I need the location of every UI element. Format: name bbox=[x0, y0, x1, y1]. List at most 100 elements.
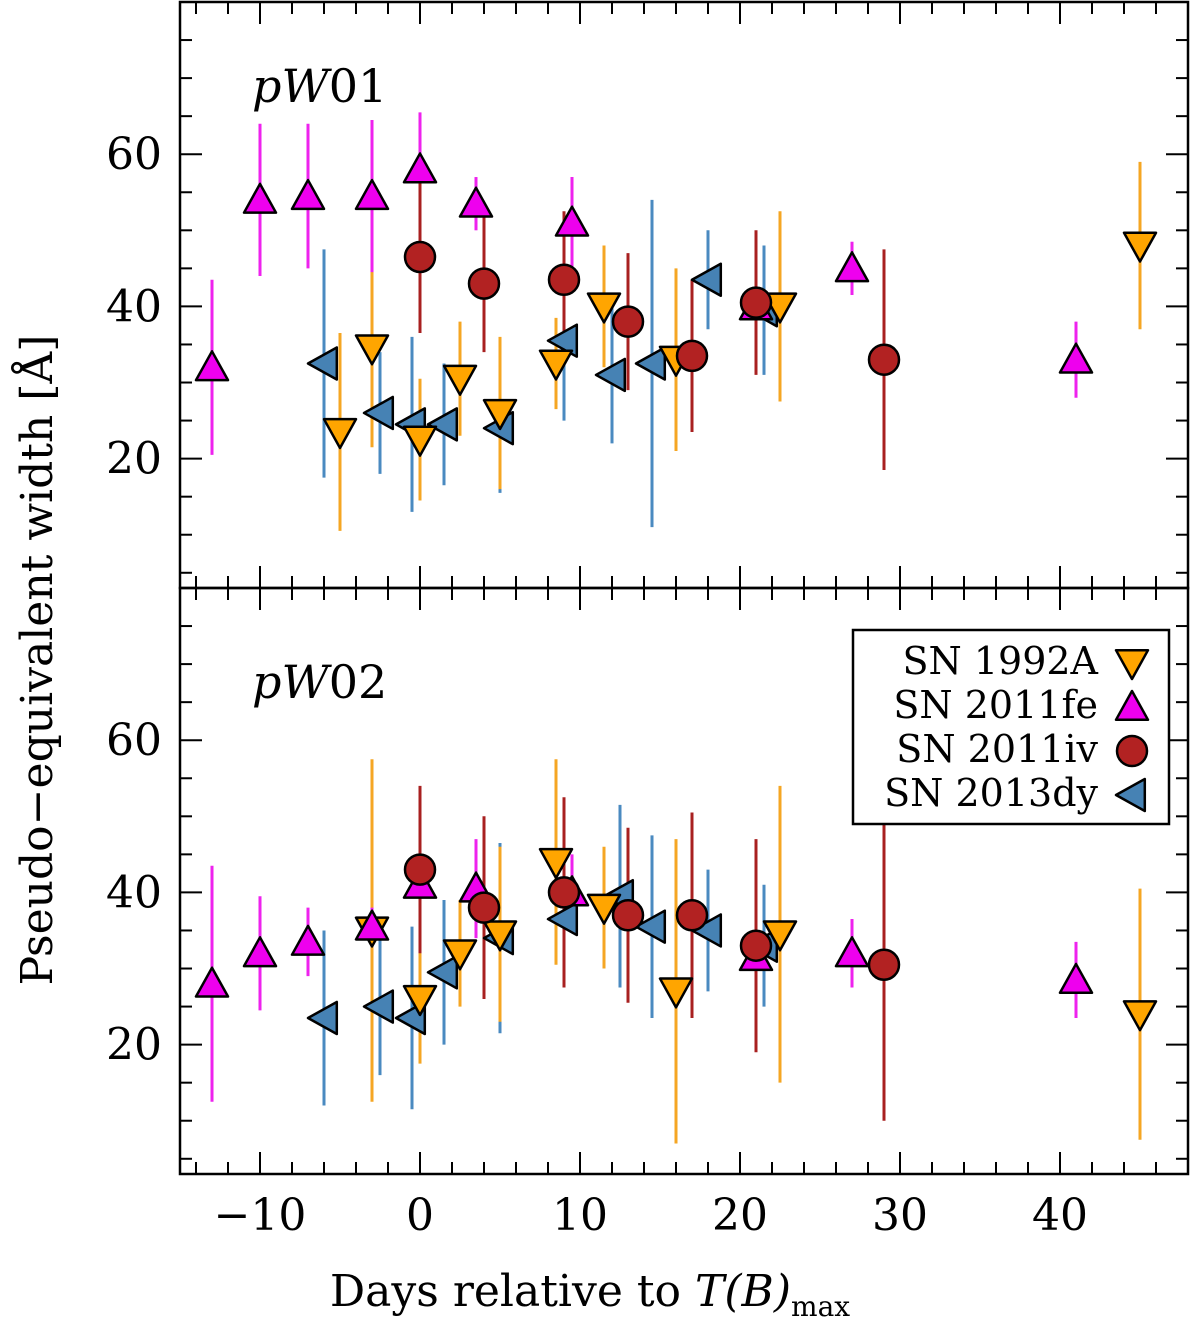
y-tick-label: 20 bbox=[106, 1020, 162, 1071]
point-sn2011iv bbox=[467, 267, 501, 300]
x-axis-label-sub: max bbox=[791, 1290, 850, 1322]
point-sn1992a bbox=[402, 425, 438, 457]
y-tick-label: 40 bbox=[106, 281, 162, 332]
legend-label-sn2011fe: SN 2011fe bbox=[893, 683, 1098, 727]
markers bbox=[194, 847, 1158, 1036]
point-sn2011fe bbox=[834, 251, 870, 283]
panel-pw02: 20 40 60 pW02 bbox=[106, 586, 1190, 1176]
point-sn1992a bbox=[442, 939, 478, 971]
x-tick-label: 10 bbox=[552, 1190, 608, 1241]
point-sn2011fe bbox=[458, 186, 494, 218]
x-tick-label: 30 bbox=[872, 1190, 928, 1241]
markers bbox=[194, 152, 1158, 457]
point-sn2013dy bbox=[426, 407, 459, 442]
point-sn1992a bbox=[538, 847, 574, 880]
point-sn2013dy bbox=[306, 346, 339, 381]
point-sn1992a bbox=[658, 977, 694, 1009]
x-tick-labels: −10 0 10 20 30 40 bbox=[214, 1190, 1088, 1241]
x-axis-label: Days relative to T(B)max bbox=[330, 1266, 850, 1322]
x-tick-label: 0 bbox=[406, 1190, 434, 1241]
y-tick-label: 20 bbox=[106, 434, 162, 485]
point-sn2011iv bbox=[739, 286, 773, 319]
point-sn1992a bbox=[402, 984, 438, 1017]
panel-label-italic: pW bbox=[252, 655, 332, 709]
point-sn1992a bbox=[322, 417, 358, 450]
x-axis-label-prefix: Days relative to bbox=[330, 1266, 695, 1317]
panel-label-number: 02 bbox=[329, 655, 388, 709]
point-sn1992a bbox=[482, 398, 518, 431]
point-sn2013dy bbox=[362, 395, 395, 431]
point-sn2011fe bbox=[242, 936, 278, 968]
point-sn2011iv bbox=[467, 891, 501, 924]
point-sn2011iv bbox=[547, 876, 581, 909]
point-sn2011fe bbox=[1058, 962, 1094, 994]
point-sn2011iv bbox=[547, 263, 581, 297]
panel-label-number: 01 bbox=[329, 59, 388, 113]
point-sn2013dy bbox=[546, 323, 579, 358]
legend-markers bbox=[1114, 648, 1150, 813]
point-sn2011iv bbox=[675, 898, 709, 932]
point-sn2011fe bbox=[1058, 342, 1094, 374]
point-sn2011fe bbox=[554, 205, 590, 237]
point-sn1992a bbox=[354, 334, 390, 366]
y-tick-label: 60 bbox=[106, 715, 162, 766]
point-sn2011iv bbox=[867, 343, 901, 376]
legend-marker-sn1992a bbox=[1114, 648, 1150, 681]
point-sn2011iv bbox=[867, 948, 901, 981]
point-sn2013dy bbox=[426, 955, 459, 990]
point-sn2013dy bbox=[634, 346, 667, 381]
legend-label-sn2013dy: SN 2013dy bbox=[884, 771, 1098, 815]
point-sn2011fe bbox=[402, 152, 438, 184]
point-sn2013dy bbox=[690, 262, 723, 298]
point-sn2011fe bbox=[290, 924, 326, 956]
point-sn1992a bbox=[762, 920, 798, 952]
x-tick-label: 40 bbox=[1032, 1190, 1088, 1241]
point-sn2013dy bbox=[634, 909, 667, 944]
legend: SN 1992A SN 2011fe SN 2011iv SN 2013dy bbox=[851, 628, 1171, 826]
point-sn2011fe bbox=[194, 966, 230, 998]
point-sn2013dy bbox=[546, 901, 579, 937]
legend-label-sn1992a: SN 1992A bbox=[902, 639, 1098, 683]
point-sn2011iv bbox=[675, 339, 709, 373]
y-axis-label: Pseudo−equivalent width [Å] bbox=[10, 335, 63, 986]
point-sn2011iv bbox=[611, 305, 645, 338]
legend-marker-sn2011iv bbox=[1115, 734, 1149, 768]
point-sn2011fe bbox=[834, 936, 870, 968]
point-sn1992a bbox=[482, 920, 518, 952]
y-tick-label: 40 bbox=[106, 867, 162, 918]
point-sn2011fe bbox=[242, 182, 278, 214]
legend-marker-sn2013dy bbox=[1114, 777, 1147, 813]
x-tick-label: −10 bbox=[214, 1190, 307, 1241]
x-tick-label: 20 bbox=[712, 1190, 768, 1241]
panel-label-italic: pW bbox=[252, 59, 332, 113]
panel-label: pW01 bbox=[252, 59, 387, 113]
legend-marker-sn2011fe bbox=[1114, 689, 1150, 722]
point-sn2013dy bbox=[594, 357, 627, 393]
point-sn2011iv bbox=[403, 853, 437, 886]
point-sn2011iv bbox=[611, 898, 645, 932]
point-sn1992a bbox=[442, 364, 478, 396]
legend-label-sn2011iv: SN 2011iv bbox=[896, 727, 1098, 771]
legend-box bbox=[851, 628, 1171, 826]
point-sn2011fe bbox=[354, 909, 390, 941]
point-sn1992a bbox=[586, 292, 622, 324]
error-bars bbox=[210, 112, 1142, 531]
point-sn1992a bbox=[586, 893, 622, 925]
panel-label: pW02 bbox=[252, 655, 387, 709]
point-sn2013dy bbox=[362, 989, 395, 1024]
panel-frame bbox=[178, 586, 1190, 1176]
point-sn2011fe bbox=[194, 350, 230, 382]
point-sn1992a bbox=[538, 349, 574, 381]
point-sn2011iv bbox=[403, 240, 437, 274]
x-axis-label-var: T(B) bbox=[695, 1266, 791, 1317]
point-sn2011iv bbox=[739, 929, 773, 962]
point-sn1992a bbox=[1122, 1000, 1158, 1032]
point-sn1992a bbox=[1122, 231, 1158, 263]
point-sn2011fe bbox=[354, 178, 390, 211]
y-tick-label: 60 bbox=[106, 129, 162, 180]
point-sn2013dy bbox=[306, 1000, 339, 1036]
panel-pw01: 20 40 60 pW01 bbox=[106, 0, 1190, 590]
point-sn2011fe bbox=[290, 178, 326, 211]
